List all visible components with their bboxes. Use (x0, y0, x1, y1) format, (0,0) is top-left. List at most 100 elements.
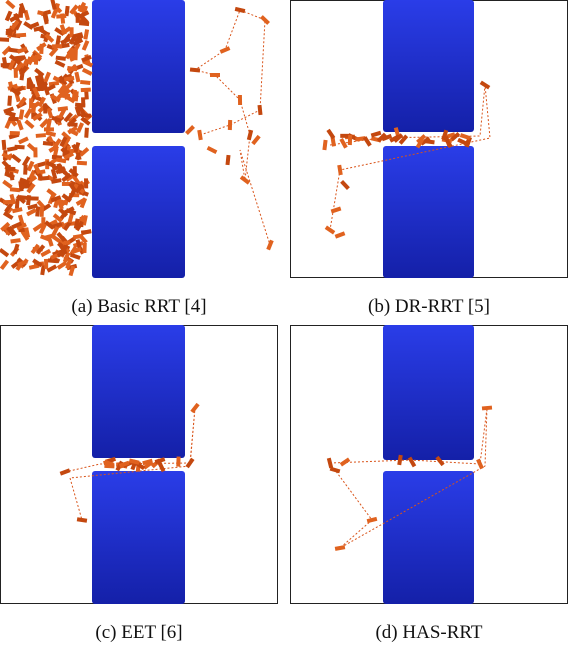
robot-sample (227, 119, 233, 131)
robot-sample (176, 456, 181, 467)
robot-sample (5, 166, 16, 171)
robot-sample (18, 109, 25, 120)
robot-sample (32, 258, 43, 268)
robot-sample (355, 136, 366, 142)
robot-sample (362, 136, 372, 147)
robot-sample (415, 137, 425, 149)
robot-sample (4, 10, 13, 22)
robot-sample (63, 112, 73, 123)
robot-sample (58, 74, 69, 84)
robot-sample (80, 116, 91, 126)
subfigure-caption: (d) HAS-RRT (375, 622, 483, 643)
robot-sample (75, 12, 80, 23)
robot-sample (4, 202, 14, 213)
robot-sample (38, 223, 47, 235)
robot-sample (79, 147, 90, 157)
robot-sample (10, 153, 22, 164)
robot-sample (23, 164, 28, 175)
robot-sample (28, 169, 36, 181)
robot-sample (57, 83, 67, 95)
robot-sample (61, 88, 71, 99)
robot-sample (44, 33, 55, 43)
robot-sample (206, 145, 218, 155)
robot-sample (142, 458, 153, 466)
robot-sample (23, 21, 34, 30)
robot-sample (398, 134, 409, 145)
robot-sample (51, 225, 60, 237)
robot-sample (326, 128, 336, 140)
robot-sample (70, 247, 82, 255)
robot-sample (8, 47, 19, 53)
robot-sample (76, 4, 87, 15)
robot-sample (21, 155, 31, 167)
robot-sample (47, 135, 56, 147)
robot-sample (55, 55, 67, 61)
robot-sample (9, 187, 21, 193)
robot-sample (39, 118, 50, 129)
robot-sample (424, 139, 435, 145)
robot-sample (339, 137, 348, 149)
robot-sample (47, 258, 59, 264)
robot-sample (347, 134, 353, 146)
robot-sample (17, 259, 28, 267)
robot-sample (8, 116, 19, 122)
robot-sample (80, 229, 92, 235)
robot-sample (64, 94, 76, 104)
robot-sample (56, 231, 66, 243)
robot-sample (19, 2, 27, 14)
robot-sample (75, 197, 87, 206)
robot-sample (20, 230, 30, 241)
robot-sample (51, 221, 63, 229)
robot-sample (10, 259, 22, 269)
robot-sample (234, 6, 246, 14)
robot-sample (42, 141, 54, 147)
robot-sample (43, 127, 54, 132)
robot-sample (435, 455, 445, 467)
robot-sample (68, 265, 76, 277)
robot-sample (83, 29, 90, 40)
robot-sample (81, 54, 92, 63)
robot-sample (59, 166, 70, 178)
robot-sample (59, 136, 68, 148)
robot-sample (33, 147, 38, 158)
robot-sample (63, 151, 75, 160)
robot-sample (21, 58, 29, 70)
robot-sample (450, 131, 461, 142)
robot-sample (26, 208, 37, 217)
robot-sample (55, 157, 67, 164)
robot-sample (35, 206, 41, 217)
robot-sample (19, 195, 30, 201)
robot-sample (18, 136, 29, 145)
robot-sample (17, 214, 25, 226)
robot-sample (57, 106, 69, 112)
robot-sample (40, 248, 52, 258)
robot-sample (66, 117, 77, 128)
robot-sample (459, 133, 471, 141)
robot-sample (46, 107, 54, 119)
robot-sample (118, 460, 130, 468)
robot-sample (0, 62, 11, 68)
robot-sample (82, 242, 87, 253)
obstacles (92, 0, 474, 604)
robot-sample (45, 160, 57, 169)
robot-sample (2, 211, 14, 220)
robot-sample (481, 405, 493, 411)
robot-sample (30, 100, 41, 111)
robot-sample (5, 0, 16, 10)
robot-sample (43, 71, 51, 83)
robot-sample (15, 54, 27, 64)
robot-sample (67, 212, 75, 224)
robot-sample (237, 94, 243, 106)
robot-sample (52, 44, 63, 49)
robot-sample (44, 220, 55, 230)
robot-sample (69, 4, 79, 15)
robot-sample (24, 119, 35, 130)
robot-sample (72, 38, 84, 47)
robot-sample (154, 457, 166, 464)
robot-sample (334, 545, 346, 551)
robot-sample (210, 73, 220, 77)
robot-sample (76, 517, 88, 523)
robot-sample (45, 130, 57, 137)
robot-sample (38, 73, 45, 84)
robot-sample (479, 80, 491, 90)
